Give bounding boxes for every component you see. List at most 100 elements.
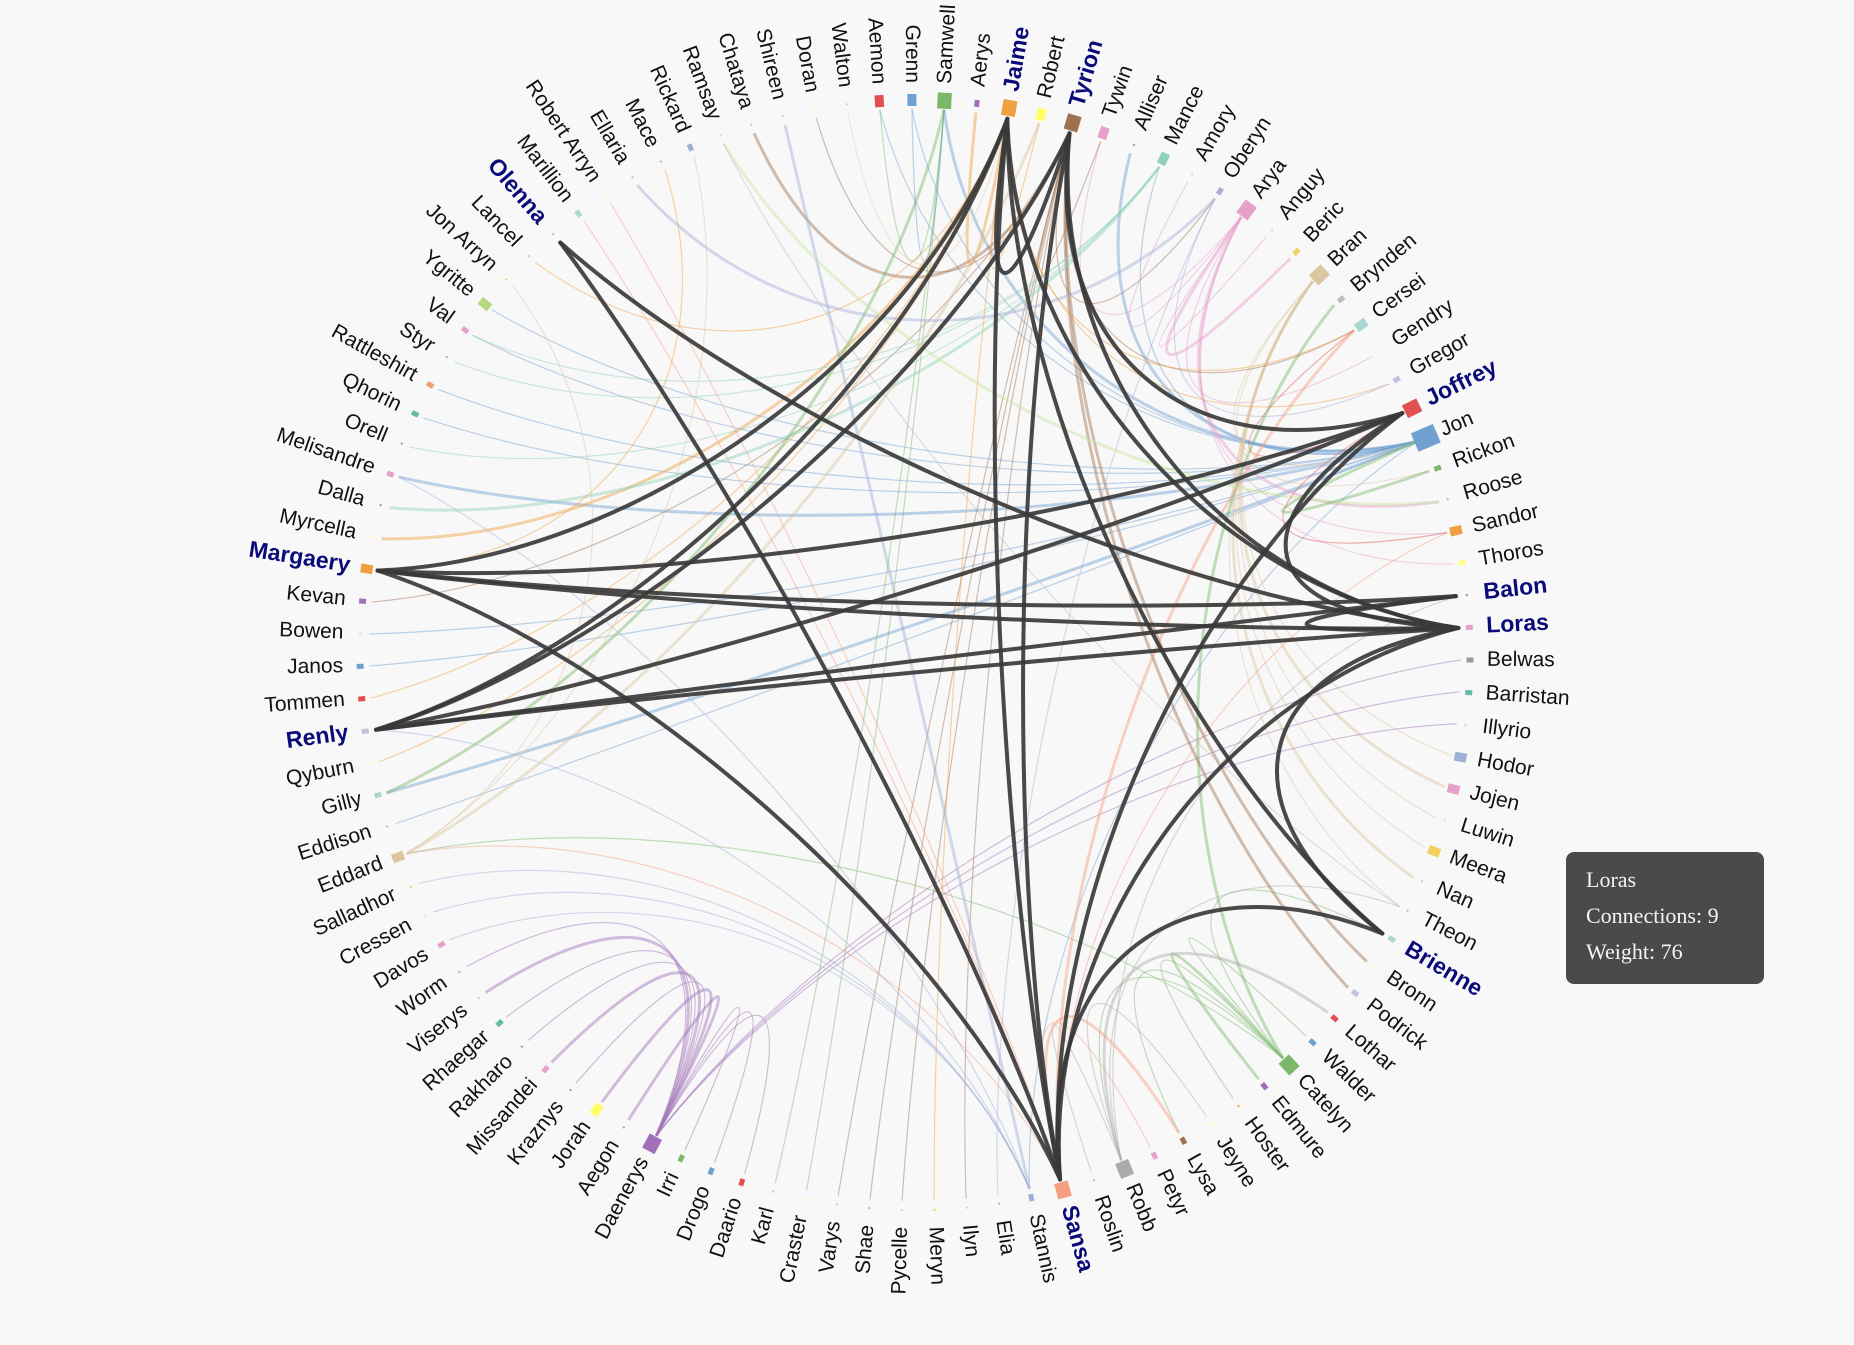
node-marker[interactable] bbox=[410, 410, 420, 418]
node-label[interactable]: Illyrio bbox=[1481, 715, 1533, 744]
node-marker[interactable] bbox=[477, 296, 493, 312]
node-marker[interactable] bbox=[1097, 125, 1110, 141]
node-marker[interactable] bbox=[1179, 1136, 1188, 1146]
node-marker[interactable] bbox=[1387, 935, 1397, 944]
node-marker[interactable] bbox=[631, 175, 634, 179]
node-marker[interactable] bbox=[504, 278, 508, 281]
node-label[interactable]: Robert bbox=[1033, 34, 1070, 101]
node-label[interactable]: Barristan bbox=[1485, 681, 1570, 710]
node-marker[interactable] bbox=[1401, 398, 1423, 419]
node-marker[interactable] bbox=[1115, 1158, 1135, 1179]
node-marker[interactable] bbox=[874, 94, 885, 108]
node-label[interactable]: Styr bbox=[395, 317, 439, 356]
node-marker[interactable] bbox=[1433, 464, 1442, 472]
node-marker[interactable] bbox=[445, 355, 449, 359]
node-marker[interactable] bbox=[569, 1088, 572, 1092]
node-marker[interactable] bbox=[965, 1206, 969, 1209]
node-marker[interactable] bbox=[974, 99, 980, 108]
node-marker[interactable] bbox=[358, 696, 366, 702]
node-marker[interactable] bbox=[386, 470, 395, 478]
node-marker[interactable] bbox=[1308, 1038, 1317, 1047]
node-label[interactable]: Grenn bbox=[901, 25, 924, 84]
node-label[interactable]: Petyr bbox=[1152, 1166, 1194, 1220]
node-label[interactable]: Bowen bbox=[279, 618, 344, 643]
node-marker[interactable] bbox=[1458, 559, 1467, 566]
node-marker[interactable] bbox=[361, 728, 370, 735]
node-label[interactable]: Varys bbox=[815, 1220, 845, 1275]
node-marker[interactable] bbox=[719, 133, 722, 137]
node-marker[interactable] bbox=[495, 1018, 504, 1028]
node-marker[interactable] bbox=[1150, 1151, 1159, 1160]
node-marker[interactable] bbox=[1330, 1014, 1339, 1023]
node-label[interactable]: Shae bbox=[851, 1224, 878, 1275]
node-marker[interactable] bbox=[371, 535, 374, 539]
node-marker[interactable] bbox=[933, 1208, 936, 1211]
node-marker[interactable] bbox=[1406, 909, 1409, 913]
node-label[interactable]: Val bbox=[422, 293, 459, 329]
node-label[interactable]: Tywin bbox=[1098, 62, 1138, 120]
node-label[interactable]: Meryn bbox=[924, 1226, 949, 1285]
node-label[interactable]: Myrcella bbox=[277, 504, 359, 543]
node-marker[interactable] bbox=[369, 762, 372, 765]
node-label[interactable]: Tommen bbox=[264, 688, 346, 717]
node-label[interactable]: Thoros bbox=[1477, 537, 1545, 571]
node-marker[interactable] bbox=[1465, 593, 1468, 597]
node-marker[interactable] bbox=[1446, 783, 1461, 795]
node-marker[interactable] bbox=[1392, 375, 1402, 384]
node-label[interactable]: Ilyn bbox=[958, 1223, 984, 1258]
node-marker[interactable] bbox=[1210, 1122, 1213, 1126]
node-label[interactable]: Tyrion bbox=[1063, 37, 1107, 110]
node-label[interactable]: Jon bbox=[1437, 406, 1477, 440]
node-marker[interactable] bbox=[771, 1190, 775, 1193]
node-marker[interactable] bbox=[1443, 819, 1447, 822]
node-label[interactable]: Pycelle bbox=[887, 1227, 912, 1295]
node-label[interactable]: Meera bbox=[1446, 846, 1510, 889]
node-marker[interactable] bbox=[686, 143, 695, 152]
node-label[interactable]: Luwin bbox=[1458, 814, 1517, 852]
node-marker[interactable] bbox=[1453, 751, 1468, 763]
node-marker[interactable] bbox=[1190, 172, 1194, 176]
node-marker[interactable] bbox=[551, 232, 555, 236]
node-marker[interactable] bbox=[390, 850, 406, 864]
node-marker[interactable] bbox=[937, 92, 952, 110]
node-label[interactable]: Aerys bbox=[966, 32, 995, 88]
node-marker[interactable] bbox=[907, 93, 917, 107]
node-label[interactable]: Belwas bbox=[1487, 648, 1555, 672]
node-marker[interactable] bbox=[659, 160, 663, 163]
node-marker[interactable] bbox=[373, 791, 382, 799]
node-label[interactable]: Walton bbox=[826, 22, 857, 89]
node-label[interactable]: Qyburn bbox=[284, 754, 356, 790]
node-label[interactable]: Stannis bbox=[1025, 1212, 1062, 1285]
node-marker[interactable] bbox=[900, 1208, 903, 1211]
node-marker[interactable] bbox=[1132, 143, 1136, 147]
node-label[interactable]: Dalla bbox=[315, 476, 368, 511]
node-marker[interactable] bbox=[1464, 723, 1467, 727]
node-label[interactable]: Karl bbox=[747, 1205, 779, 1247]
node-label[interactable]: Lysa bbox=[1182, 1150, 1223, 1200]
node-marker[interactable] bbox=[1466, 657, 1474, 663]
node-marker[interactable] bbox=[1410, 423, 1441, 452]
node-marker[interactable] bbox=[781, 114, 785, 118]
node-marker[interactable] bbox=[1035, 107, 1047, 122]
node-marker[interactable] bbox=[707, 1167, 715, 1176]
node-marker[interactable] bbox=[1308, 264, 1331, 286]
node-label[interactable]: Margaery bbox=[247, 536, 352, 578]
node-marker[interactable] bbox=[423, 914, 427, 918]
node-marker[interactable] bbox=[1292, 247, 1301, 257]
node-label[interactable]: Nan bbox=[1433, 877, 1478, 914]
node-marker[interactable] bbox=[379, 503, 382, 507]
node-marker[interactable] bbox=[1372, 965, 1376, 969]
node-marker[interactable] bbox=[1278, 1054, 1300, 1076]
node-marker[interactable] bbox=[1063, 113, 1082, 133]
node-marker[interactable] bbox=[622, 1126, 626, 1129]
node-label[interactable]: Sandor bbox=[1470, 500, 1541, 538]
node-marker[interactable] bbox=[409, 885, 413, 889]
node-marker[interactable] bbox=[603, 193, 607, 197]
node-marker[interactable] bbox=[1236, 199, 1257, 221]
node-marker[interactable] bbox=[356, 663, 364, 669]
node-marker[interactable] bbox=[1336, 295, 1346, 304]
node-label[interactable]: Loras bbox=[1486, 609, 1550, 638]
node-marker[interactable] bbox=[1260, 1081, 1269, 1091]
node-marker[interactable] bbox=[677, 1154, 685, 1163]
node-label[interactable]: Robb bbox=[1121, 1180, 1161, 1235]
